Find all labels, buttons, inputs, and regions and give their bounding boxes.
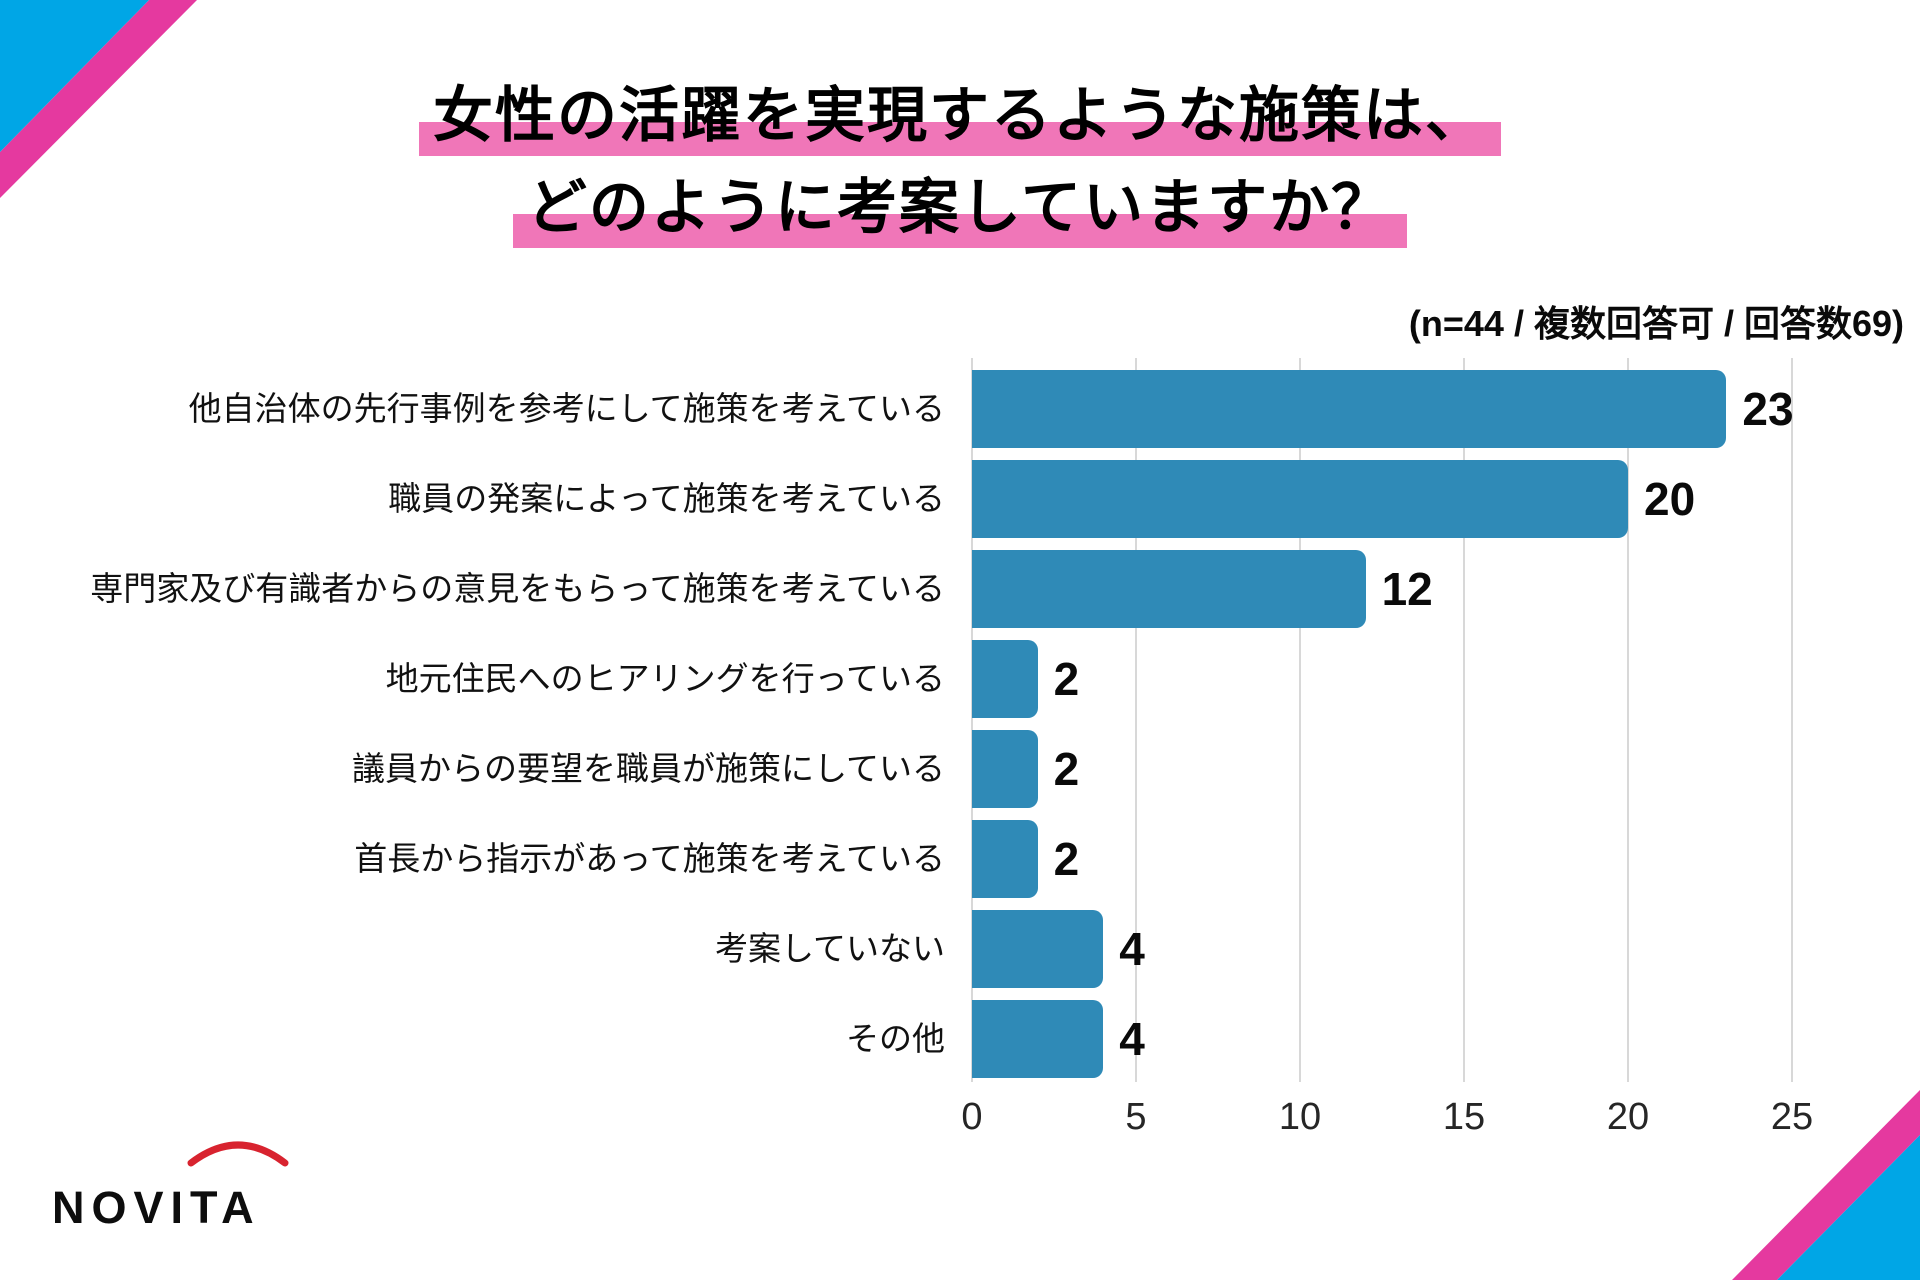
category-label-3: 地元住民へのヒアリングを行っている	[385, 660, 945, 697]
category-label-1: 職員の発案によって施策を考えている	[388, 480, 945, 517]
value-label-5: 2	[1053, 833, 1080, 885]
page-title: 女性の活躍を実現するような施策は、 どのように考案していますか？	[0, 70, 1920, 254]
bar-3	[972, 640, 1038, 718]
category-label-5: 首長から指示があって施策を考えている	[354, 840, 945, 877]
value-label-7: 4	[1119, 1013, 1145, 1065]
logo-text: NOVITA	[52, 1182, 261, 1233]
bar-4	[972, 730, 1038, 808]
category-label-7: その他	[846, 1020, 945, 1057]
value-label-6: 4	[1119, 923, 1145, 975]
value-label-1: 20	[1644, 473, 1696, 525]
category-label-2: 専門家及び有識者からの意見をもらって施策を考えている	[90, 570, 945, 607]
category-label-6: 考案していない	[714, 930, 945, 967]
value-label-4: 2	[1053, 743, 1080, 795]
gridline-20	[1627, 358, 1629, 1082]
category-label-0: 他自治体の先行事例を参考にして施策を考えている	[188, 390, 945, 427]
bar-2	[972, 550, 1366, 628]
x-tick-label-25: 25	[1770, 1096, 1814, 1138]
title-line-1: 女性の活躍を実現するような施策は、	[419, 70, 1501, 162]
gridline-15	[1463, 358, 1465, 1082]
x-tick-label-0: 0	[961, 1096, 983, 1138]
x-tick-label-15: 15	[1442, 1096, 1486, 1138]
gridline-5	[1135, 358, 1137, 1082]
title-line-2: どのように考案していますか？	[512, 162, 1408, 254]
value-label-2: 12	[1381, 563, 1433, 615]
sample-size-note: (n=44 / 複数回答可 / 回答数69)	[1408, 303, 1904, 344]
bar-7	[972, 1000, 1104, 1078]
logo-arc-icon	[187, 1141, 289, 1167]
bar-1	[972, 460, 1628, 538]
value-label-0: 23	[1742, 383, 1794, 435]
x-tick-label-10: 10	[1278, 1096, 1322, 1138]
x-tick-label-5: 5	[1125, 1096, 1147, 1138]
bar-5	[972, 820, 1038, 898]
value-label-3: 2	[1053, 653, 1080, 705]
bar-0	[972, 370, 1727, 448]
gridline-0	[971, 358, 973, 1082]
x-tick-label-20: 20	[1606, 1096, 1650, 1138]
novita-logo: NOVITA	[52, 1128, 332, 1238]
bar-6	[972, 910, 1104, 988]
category-label-4: 議員からの要望を職員が施策にしている	[351, 750, 945, 787]
gridline-25	[1791, 358, 1793, 1082]
gridline-10	[1299, 358, 1301, 1082]
